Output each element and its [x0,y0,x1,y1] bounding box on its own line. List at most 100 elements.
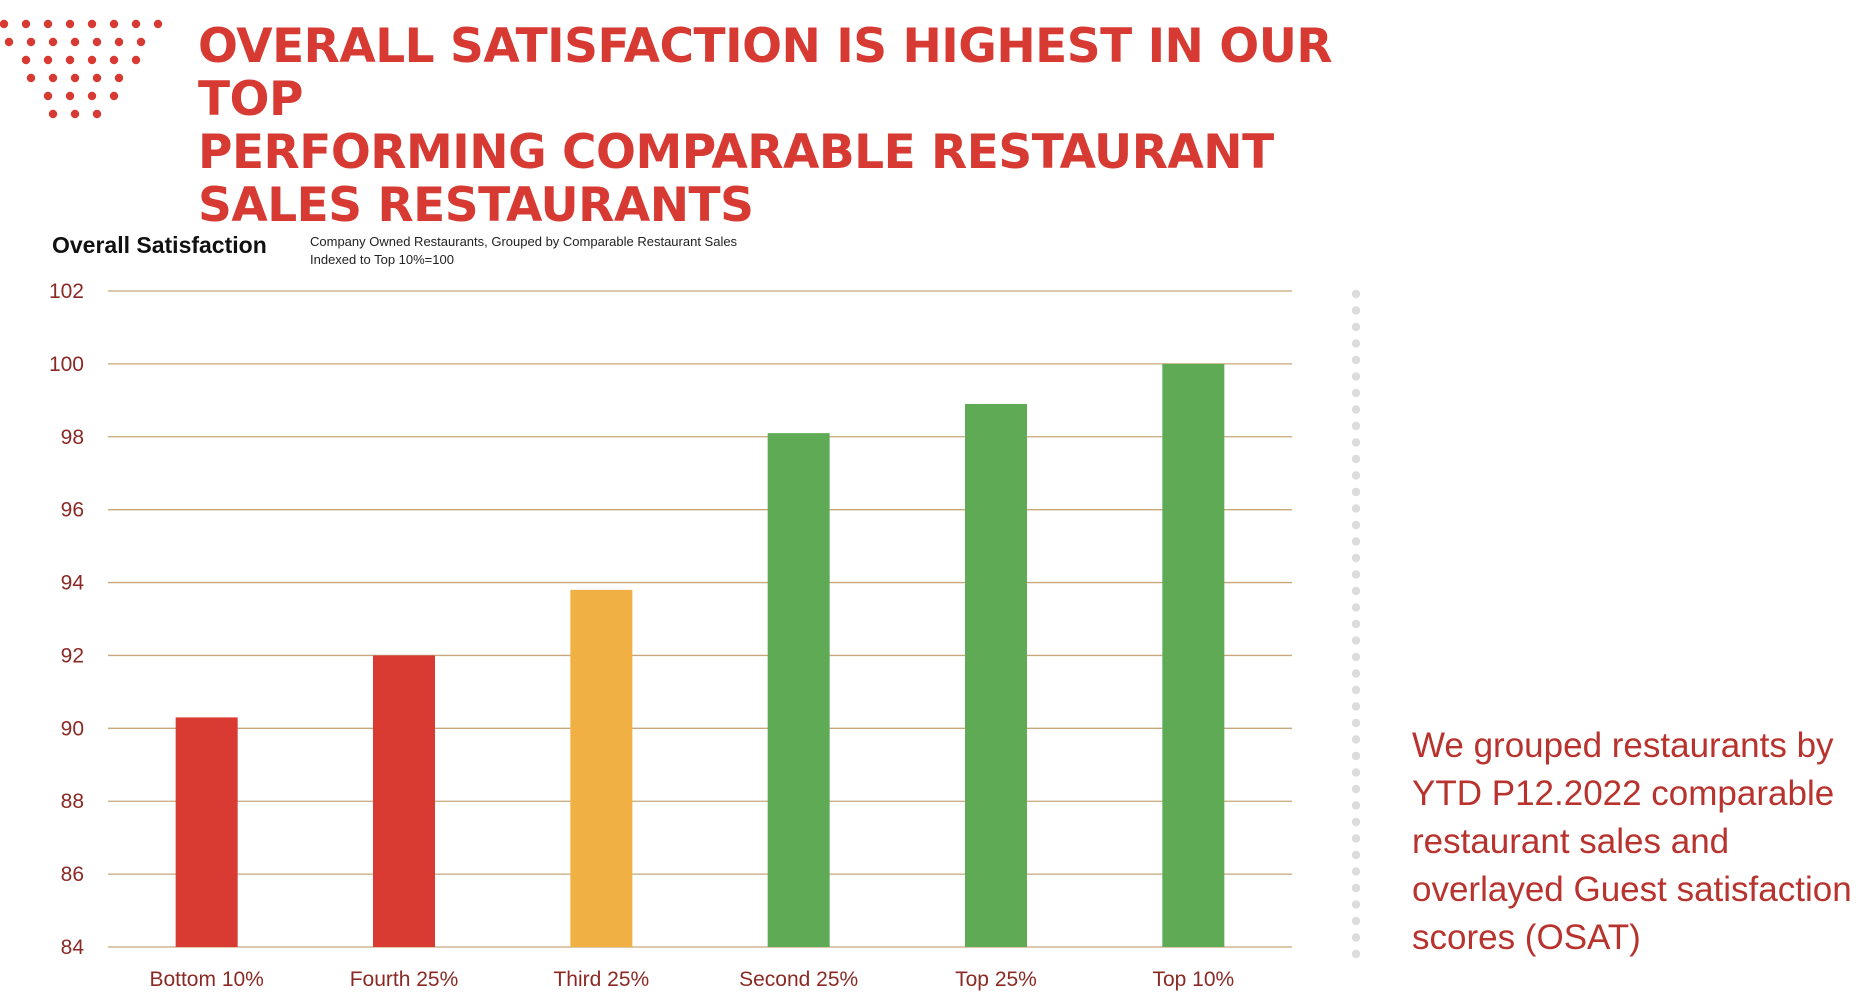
divider-dot [1351,652,1361,662]
bar-top-25 [965,403,1027,947]
divider-dot [1351,421,1361,431]
decorative-dot [43,55,53,65]
x-tick-label: Top 10% [1152,968,1234,991]
side-note: We grouped restaurants by YTD P12.2022 c… [1412,726,1852,957]
y-tick-label: 96 [61,499,84,522]
divider-dot [1351,702,1361,711]
divider-dot [1351,784,1361,794]
decorative-dot [109,19,119,29]
divider-dot [1351,636,1361,645]
x-tick-label: Third 25% [553,968,649,991]
decorative-dot [70,73,80,83]
decorative-dot [92,37,102,47]
decorative-dot [109,91,119,101]
divider-dot [1351,619,1361,629]
divider-dot [1351,537,1361,546]
divider-dot [1351,883,1361,893]
decorative-dot [114,73,124,83]
decorative-dot [92,109,102,119]
divider-dot [1351,454,1361,464]
divider-dot [1351,405,1361,414]
divider-dot [1351,322,1361,332]
divider-dot [1351,751,1361,761]
bar-top-10 [1162,363,1225,947]
decorative-dot [92,73,102,83]
decorative-dot [70,109,80,119]
divider-dot [1351,669,1361,678]
decorative-dot [131,19,141,29]
divider-dot [1351,355,1361,365]
decorative-dot [48,37,58,47]
decorative-dot [136,37,146,47]
divider-dot [1351,850,1361,860]
decorative-dot [48,109,58,119]
divider-dot [1351,916,1361,926]
y-tick-label: 92 [61,644,84,667]
divider-dot [1351,289,1361,299]
decorative-dot [65,55,75,65]
y-tick-label: 98 [61,426,84,449]
divider-dot [1351,718,1361,728]
bar-bottom-10 [175,717,238,947]
divider-dot [1351,685,1361,695]
decorative-dot [87,19,97,29]
decorative-dot [43,19,53,29]
decorative-dot [48,73,58,83]
decorative-dot [0,19,9,29]
divider-dot [1351,504,1361,513]
decorative-dot [109,55,119,65]
bar-third-25 [570,589,633,947]
divider-dot [1351,900,1361,909]
divider-dot [1351,487,1361,497]
decorative-dot [131,55,141,65]
y-tick-label: 90 [61,717,84,740]
divider-dot [1351,768,1361,777]
slide-title-line-3: SALES RESTAURANTS [198,178,754,233]
divider-dot [1351,339,1361,348]
slide-title: OVERALL SATISFACTION IS HIGHEST IN OUR T… [198,20,1398,232]
decorative-dot [70,37,80,47]
divider-dot [1351,372,1361,381]
y-tick-label: 88 [61,790,84,813]
divider-dot [1351,520,1361,530]
chart-title: Overall Satisfaction [52,232,267,258]
decorative-dot [4,37,14,47]
divider-dot [1351,867,1361,876]
vertical-dotted-divider [1351,289,1361,959]
slide-title-line-2: PERFORMING COMPARABLE RESTAURANT [198,125,1274,180]
decorative-dot [153,19,163,29]
decorative-dot [87,91,97,101]
divider-dot [1351,388,1361,398]
decorative-dot [21,19,31,29]
chart-subtitle-line-1: Company Owned Restaurants, Grouped by Co… [310,234,738,249]
decorative-dot-pattern [0,19,163,119]
y-tick-label: 100 [49,353,84,376]
divider-dot [1351,801,1361,810]
decorative-dot [43,91,53,101]
y-tick-label: 102 [49,280,84,303]
divider-dot [1351,438,1361,447]
divider-dot [1351,949,1361,959]
y-tick-label: 94 [61,572,85,595]
bar-second-25 [767,433,830,948]
divider-dot [1351,834,1361,843]
decorative-dot [21,55,31,65]
divider-dot [1351,735,1361,744]
divider-dot [1351,471,1361,480]
divider-dot [1351,306,1361,315]
divider-dot [1351,603,1361,612]
decorative-dot [65,19,75,29]
y-tick-label: 86 [61,863,84,886]
x-tick-label: Top 25% [955,968,1037,991]
divider-dot [1351,817,1361,827]
y-tick-label: 84 [61,936,85,959]
x-tick-label: Fourth 25% [350,968,459,991]
decorative-dot [65,91,75,101]
chart-subtitle-line-2: Indexed to Top 10%=100 [310,252,454,267]
decorative-dot [26,73,36,83]
x-tick-label: Bottom 10% [149,968,263,991]
divider-dot [1351,933,1361,942]
chart-subtitle: Company Owned Restaurants, Grouped by Co… [310,233,737,269]
divider-dot [1351,570,1361,579]
decorative-dot [114,37,124,47]
